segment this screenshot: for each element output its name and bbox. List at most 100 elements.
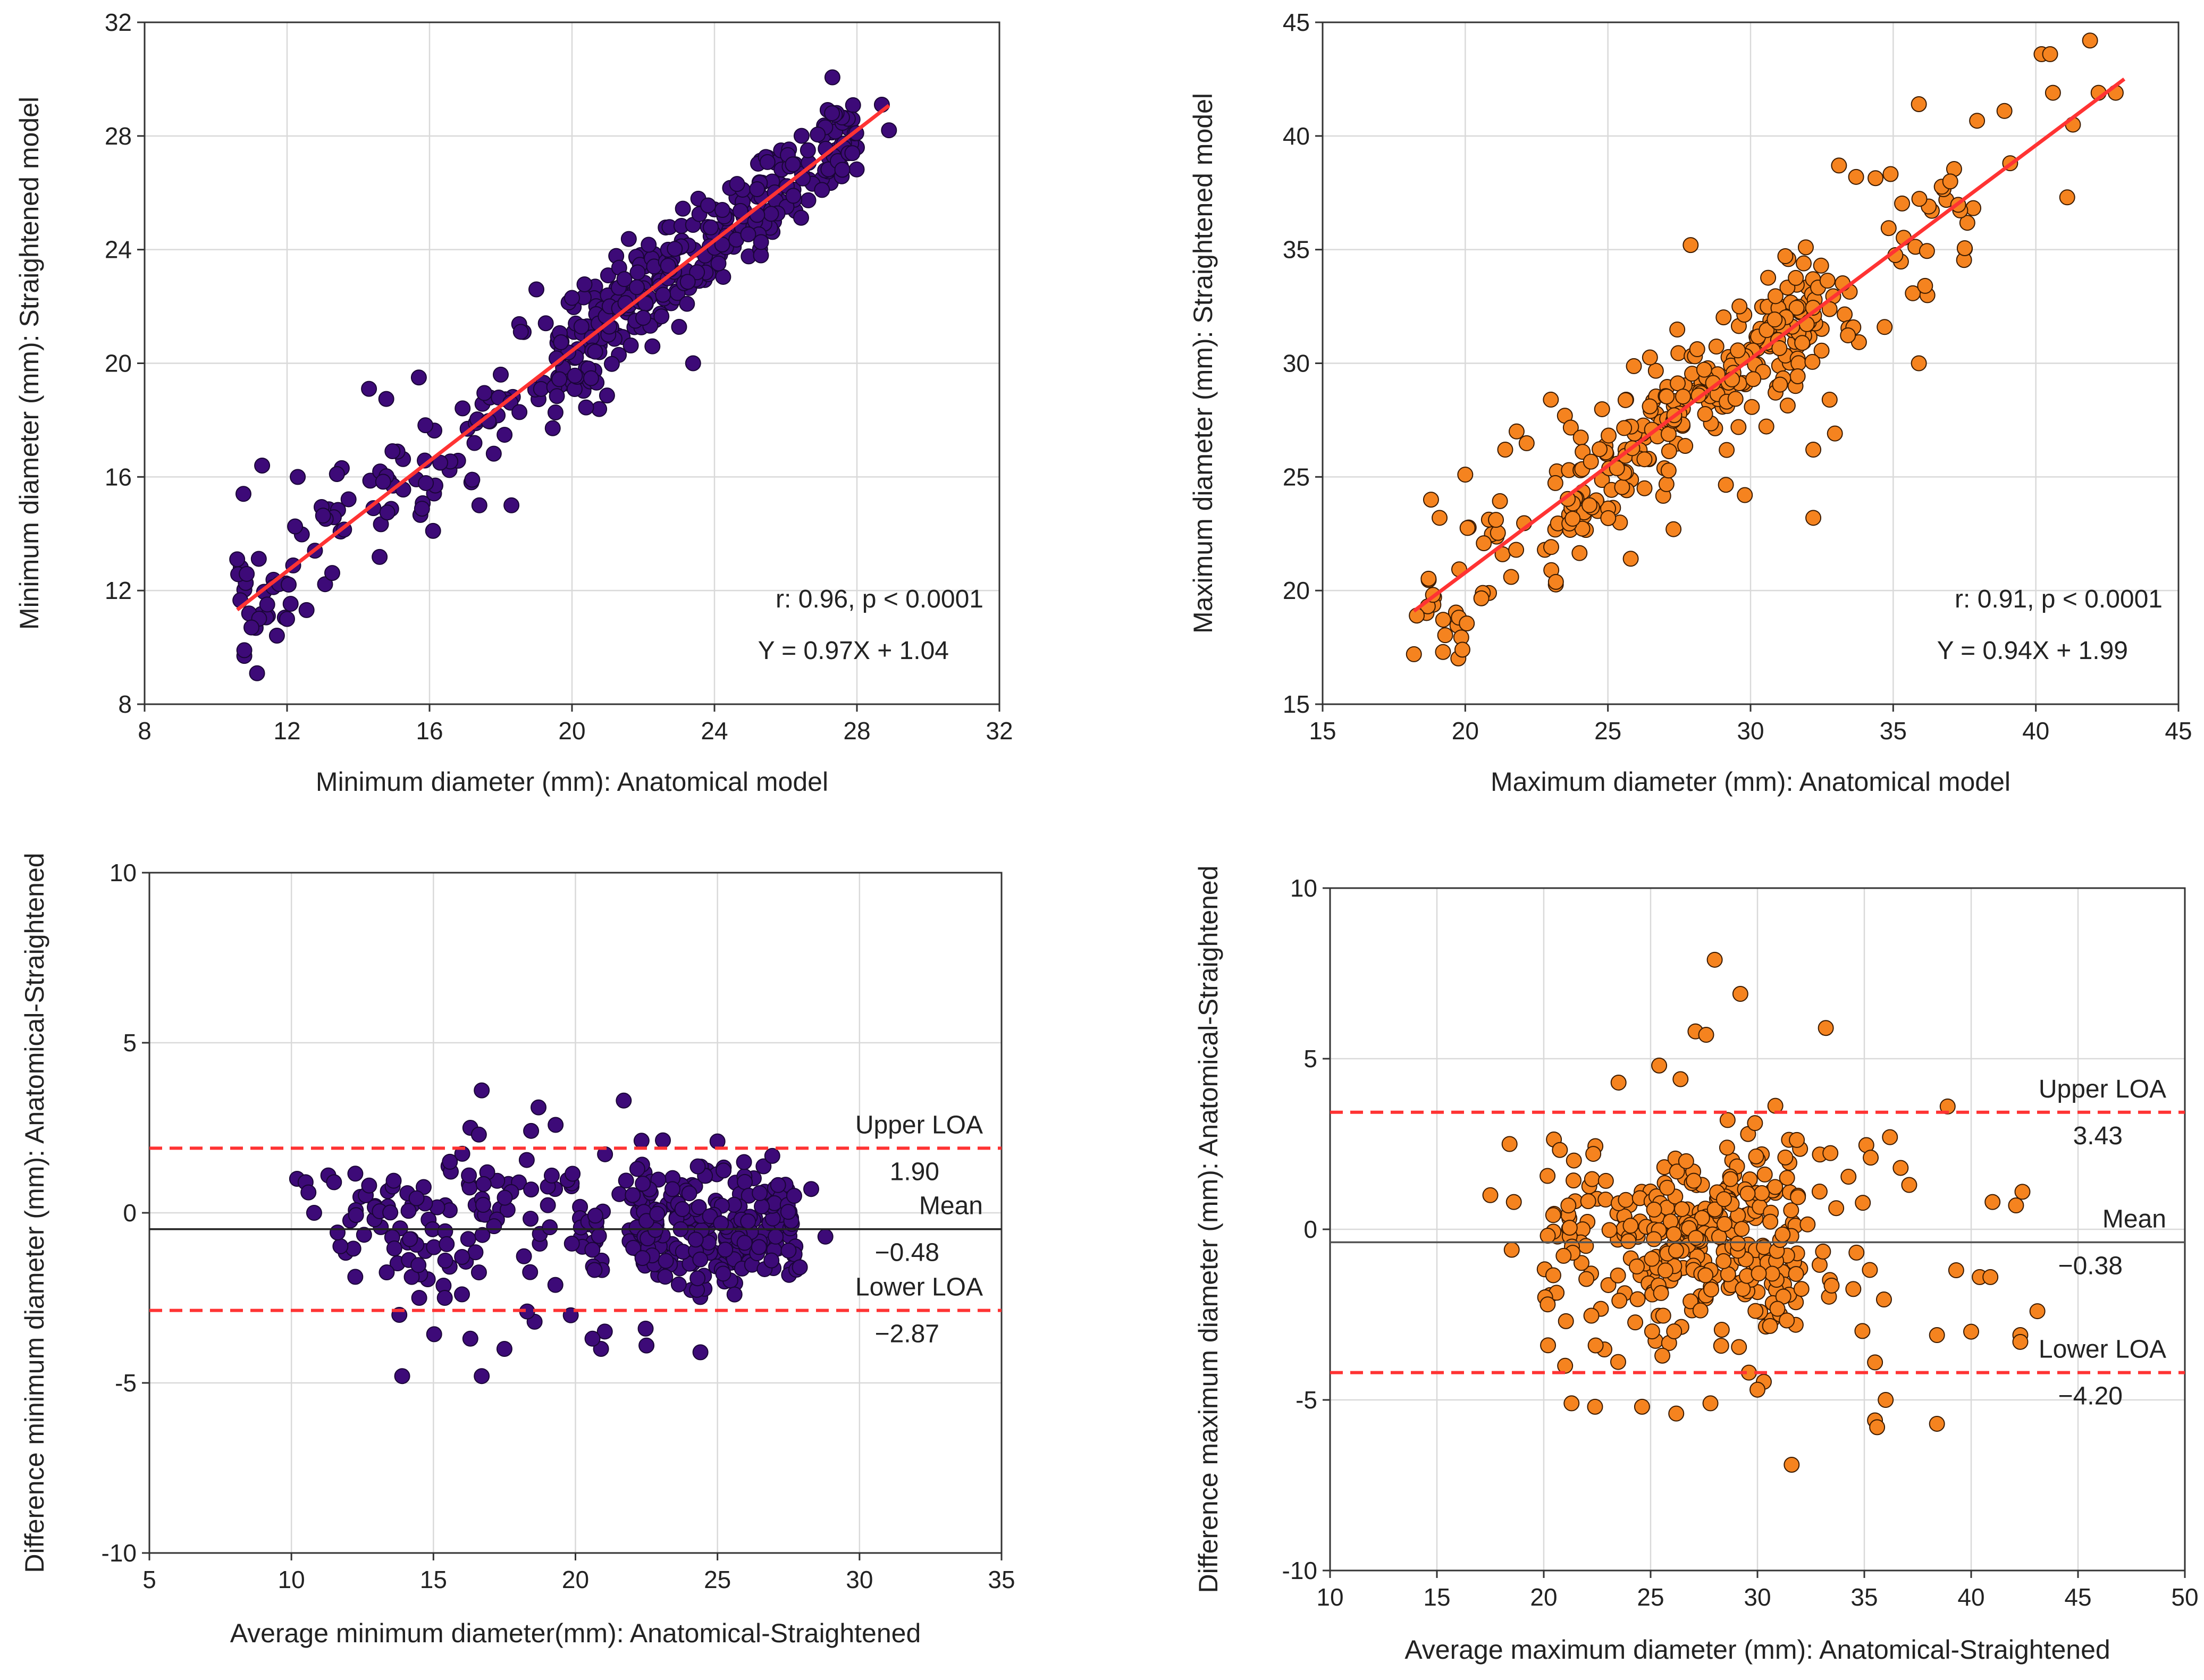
data-point xyxy=(564,290,580,306)
data-point xyxy=(584,1242,601,1258)
data-point xyxy=(1627,1314,1644,1331)
data-point xyxy=(764,1147,780,1164)
data-point xyxy=(1665,1226,1682,1243)
data-point xyxy=(563,1235,580,1252)
data-point xyxy=(475,1176,492,1192)
panel-max-bland-altman: 10 15 20 25 30 35 40 45 50 -10 -5 0 5 10 Average maxim… xyxy=(1193,865,2199,1665)
hline-value: −0.48 xyxy=(875,1239,939,1267)
data-point xyxy=(239,565,255,582)
data-point xyxy=(1654,1347,1671,1364)
data-point xyxy=(317,576,333,593)
equation-annotation: Y = 0.94X + 1.99 xyxy=(1937,637,2128,665)
data-point xyxy=(1788,269,1804,286)
data-point xyxy=(1670,375,1686,392)
data-point xyxy=(1423,492,1439,508)
data-point xyxy=(1827,425,1843,442)
y-tick-label: -5 xyxy=(1296,1386,1317,1414)
data-point xyxy=(2045,85,2061,101)
data-point xyxy=(1689,341,1705,358)
data-point xyxy=(254,457,271,474)
data-point xyxy=(780,1204,796,1220)
data-point xyxy=(455,400,471,417)
data-point xyxy=(332,1238,349,1254)
data-point xyxy=(1594,472,1610,488)
data-point xyxy=(1490,525,1506,541)
data-point xyxy=(1744,399,1760,415)
data-point xyxy=(1756,1166,1773,1183)
data-point xyxy=(1754,1185,1770,1201)
data-point xyxy=(1840,1169,1857,1185)
data-point xyxy=(753,234,769,250)
data-point xyxy=(1766,311,1783,328)
data-point xyxy=(1457,467,1474,483)
data-point xyxy=(1764,1265,1780,1282)
data-point xyxy=(1727,391,1744,407)
data-point xyxy=(485,445,502,462)
data-point xyxy=(1788,1265,1804,1282)
data-point xyxy=(1734,1221,1750,1237)
data-point xyxy=(1508,423,1525,440)
data-point xyxy=(1779,1170,1795,1186)
data-point xyxy=(1716,1216,1732,1232)
data-point xyxy=(1562,419,1579,436)
data-point xyxy=(1669,1163,1685,1180)
data-point xyxy=(1730,342,1746,359)
x-tick-label: 30 xyxy=(846,1566,873,1593)
data-point xyxy=(1675,389,1692,405)
data-point xyxy=(1578,1271,1595,1287)
data-point xyxy=(486,1218,502,1235)
data-point xyxy=(1760,269,1777,286)
data-point xyxy=(1984,1194,2001,1210)
y-tick-label: 45 xyxy=(1283,9,1310,36)
data-point xyxy=(633,1133,650,1149)
data-point xyxy=(1779,1312,1795,1329)
data-point xyxy=(587,1208,603,1224)
data-point xyxy=(573,318,590,335)
data-point xyxy=(300,1184,317,1201)
data-point xyxy=(243,619,259,636)
data-point xyxy=(1789,1132,1805,1148)
data-point xyxy=(1616,420,1633,436)
data-point xyxy=(1473,590,1490,606)
data-point xyxy=(1617,392,1634,408)
y-tick-label: 0 xyxy=(1303,1215,1317,1243)
data-point xyxy=(1751,1265,1767,1282)
data-point xyxy=(726,1286,743,1303)
data-point xyxy=(881,122,897,139)
data-point xyxy=(1747,1303,1764,1319)
x-axis-title: Average minimum diameter(mm): Anatomical… xyxy=(230,1618,921,1648)
x-tick-label: 25 xyxy=(704,1566,731,1593)
data-point xyxy=(1779,398,1796,414)
data-point xyxy=(454,1286,470,1303)
data-point xyxy=(1777,1149,1794,1166)
data-point xyxy=(786,1188,802,1204)
data-point xyxy=(616,1092,632,1109)
data-point xyxy=(1718,477,1734,493)
regression-line xyxy=(236,104,890,612)
data-point xyxy=(282,596,299,612)
data-point xyxy=(306,1205,322,1221)
data-point xyxy=(596,1323,613,1340)
data-point xyxy=(523,1122,540,1139)
x-tick-label: 20 xyxy=(562,1566,589,1593)
data-point xyxy=(1730,419,1747,435)
data-point xyxy=(1670,345,1687,361)
data-point xyxy=(664,1181,680,1197)
data-point xyxy=(1540,1168,1556,1184)
data-point xyxy=(1767,288,1784,305)
data-point xyxy=(679,274,696,290)
data-point xyxy=(671,319,687,335)
data-point xyxy=(1696,361,1712,378)
data-point xyxy=(844,145,861,162)
data-point xyxy=(345,1240,361,1257)
y-axis-title: Difference maximum diameter (mm): Anatom… xyxy=(1193,865,1223,1593)
data-point xyxy=(426,1326,442,1343)
data-point xyxy=(1666,1323,1683,1339)
x-tick-label: 24 xyxy=(701,717,728,745)
data-point xyxy=(593,1341,609,1357)
data-point xyxy=(689,264,705,281)
data-point xyxy=(385,1172,402,1189)
data-point xyxy=(763,1252,780,1269)
data-point xyxy=(235,486,251,502)
data-point xyxy=(1823,1277,1840,1294)
